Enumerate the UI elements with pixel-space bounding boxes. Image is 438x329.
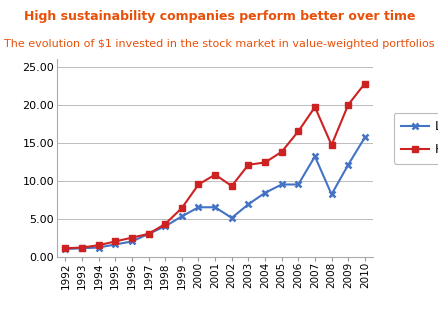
Low <box>245 202 251 206</box>
Legend: Low, High: Low, High <box>393 113 438 164</box>
High <box>311 105 317 109</box>
High <box>262 161 267 164</box>
Line: High: High <box>62 80 367 251</box>
Low <box>361 136 367 139</box>
High <box>229 184 234 188</box>
Low <box>113 242 118 246</box>
Low <box>295 183 300 187</box>
High <box>162 222 167 226</box>
High <box>279 150 284 154</box>
Low <box>262 191 267 195</box>
High <box>63 246 68 250</box>
High <box>113 240 118 243</box>
Low <box>328 192 333 196</box>
High <box>245 163 251 167</box>
High <box>345 103 350 107</box>
Text: The evolution of $1 invested in the stock market in value-weighted portfolios: The evolution of $1 invested in the stoc… <box>4 39 434 49</box>
High <box>129 236 134 240</box>
Low <box>311 154 317 158</box>
High <box>145 232 151 236</box>
Text: High sustainability companies perform better over time: High sustainability companies perform be… <box>24 10 414 23</box>
High <box>96 243 101 247</box>
High <box>328 143 333 147</box>
Line: Low: Low <box>62 134 367 252</box>
High <box>195 183 201 187</box>
Low <box>96 245 101 249</box>
Low <box>63 247 68 251</box>
Low <box>229 216 234 220</box>
Low <box>279 183 284 187</box>
High <box>212 173 217 177</box>
Low <box>145 232 151 236</box>
Low <box>212 205 217 209</box>
Low <box>162 224 167 228</box>
High <box>361 82 367 86</box>
Low <box>129 240 134 243</box>
Low <box>345 163 350 167</box>
High <box>79 245 85 249</box>
Low <box>179 215 184 218</box>
High <box>295 129 300 133</box>
Low <box>195 205 201 209</box>
Low <box>79 246 85 250</box>
High <box>179 206 184 210</box>
